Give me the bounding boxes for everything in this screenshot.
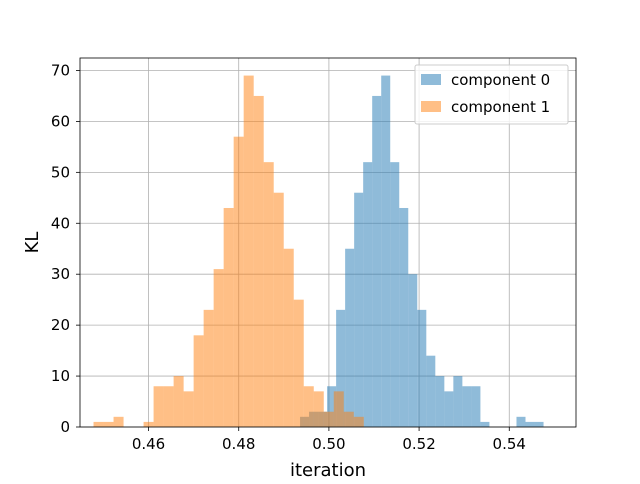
x-axis-label: iteration bbox=[290, 460, 366, 480]
y-tick-label: 0 bbox=[60, 418, 70, 436]
histogram-bar-series-1 bbox=[263, 162, 274, 427]
legend-swatch bbox=[421, 74, 441, 85]
histogram-bar-series-1 bbox=[183, 391, 194, 427]
histogram-bar-series-1 bbox=[203, 309, 214, 427]
histogram-bar-series-1 bbox=[93, 421, 104, 427]
histogram-bar-series-0 bbox=[480, 421, 490, 427]
histogram-bar-series-0 bbox=[390, 162, 400, 427]
histogram-bar-series-0 bbox=[417, 309, 427, 427]
histogram-bar-series-0 bbox=[516, 416, 526, 427]
histogram-bar-series-0 bbox=[453, 376, 463, 427]
histogram-bar-series-0 bbox=[327, 386, 337, 427]
histogram-bar-series-0 bbox=[381, 75, 391, 428]
histogram-bar-series-1 bbox=[323, 411, 334, 427]
axis-ticks: 0.46 0.48 0.50 0.52 0.54 0 10 20 30 40 50 60 70 bbox=[51, 61, 526, 453]
histogram-bar-series-0 bbox=[408, 274, 418, 427]
plot-frame bbox=[79, 57, 577, 428]
histogram-bar-series-1 bbox=[213, 269, 224, 427]
legend-label: component 0 bbox=[451, 71, 550, 89]
histogram-bar-series-1 bbox=[103, 421, 114, 427]
histogram-bar-series-0 bbox=[444, 391, 454, 427]
histogram-bar-series-0 bbox=[363, 162, 373, 427]
x-tick-label: 0.48 bbox=[222, 435, 255, 453]
histogram-bar-series-1 bbox=[303, 386, 314, 427]
legend-label: component 1 bbox=[451, 98, 550, 116]
histogram-bars bbox=[93, 75, 544, 428]
x-tick-label: 0.54 bbox=[493, 435, 526, 453]
histogram-bar-series-0 bbox=[336, 309, 346, 427]
histogram-bar-series-0 bbox=[471, 386, 481, 427]
y-tick-label: 30 bbox=[51, 265, 70, 283]
histogram-bar-series-0 bbox=[399, 207, 409, 427]
histogram-bar-series-1 bbox=[313, 391, 324, 427]
histogram-bar-series-1 bbox=[293, 299, 304, 427]
histogram-bar-series-0 bbox=[426, 355, 436, 427]
histogram-bar-series-1 bbox=[173, 376, 184, 427]
histogram-bar-series-1 bbox=[223, 207, 234, 427]
y-tick-label: 40 bbox=[51, 214, 70, 232]
histogram-bar-series-1 bbox=[233, 136, 244, 427]
y-tick-label: 70 bbox=[51, 61, 70, 79]
x-tick-label: 0.50 bbox=[312, 435, 345, 453]
y-axis-label: KL bbox=[22, 232, 43, 254]
legend-frame bbox=[414, 64, 569, 125]
histogram-bar-series-1 bbox=[143, 421, 154, 427]
histogram-bar-series-0 bbox=[435, 376, 445, 427]
histogram-bar-series-0 bbox=[354, 192, 364, 427]
x-tick-label: 0.46 bbox=[132, 435, 165, 453]
histogram-bar-series-0 bbox=[345, 248, 355, 427]
x-tick-label: 0.52 bbox=[402, 435, 435, 453]
histogram-bar-series-1 bbox=[253, 95, 264, 428]
legend: component 0 component 1 bbox=[414, 64, 569, 125]
histogram-bar-series-1 bbox=[343, 411, 354, 427]
histogram-bar-series-1 bbox=[113, 416, 124, 427]
histogram-bar-series-0 bbox=[372, 95, 382, 428]
histogram-bar-series-0 bbox=[534, 421, 544, 427]
histogram-bar-series-0 bbox=[525, 421, 535, 427]
y-tick-label: 20 bbox=[51, 316, 70, 334]
histogram-bar-series-1 bbox=[243, 75, 254, 428]
y-tick-label: 60 bbox=[51, 112, 70, 130]
histogram-bar-series-1 bbox=[153, 386, 164, 427]
histogram-bar-series-1 bbox=[163, 386, 174, 427]
histogram-bar-series-1 bbox=[273, 192, 284, 427]
histogram-bar-series-1 bbox=[283, 248, 294, 427]
histogram-bar-series-1 bbox=[193, 335, 204, 427]
y-tick-label: 10 bbox=[51, 367, 70, 385]
histogram-bar-series-1 bbox=[333, 391, 344, 427]
histogram-bar-series-0 bbox=[462, 386, 472, 427]
y-tick-label: 50 bbox=[51, 163, 70, 181]
legend-swatch bbox=[421, 101, 441, 112]
histogram-bar-series-1 bbox=[353, 416, 364, 427]
